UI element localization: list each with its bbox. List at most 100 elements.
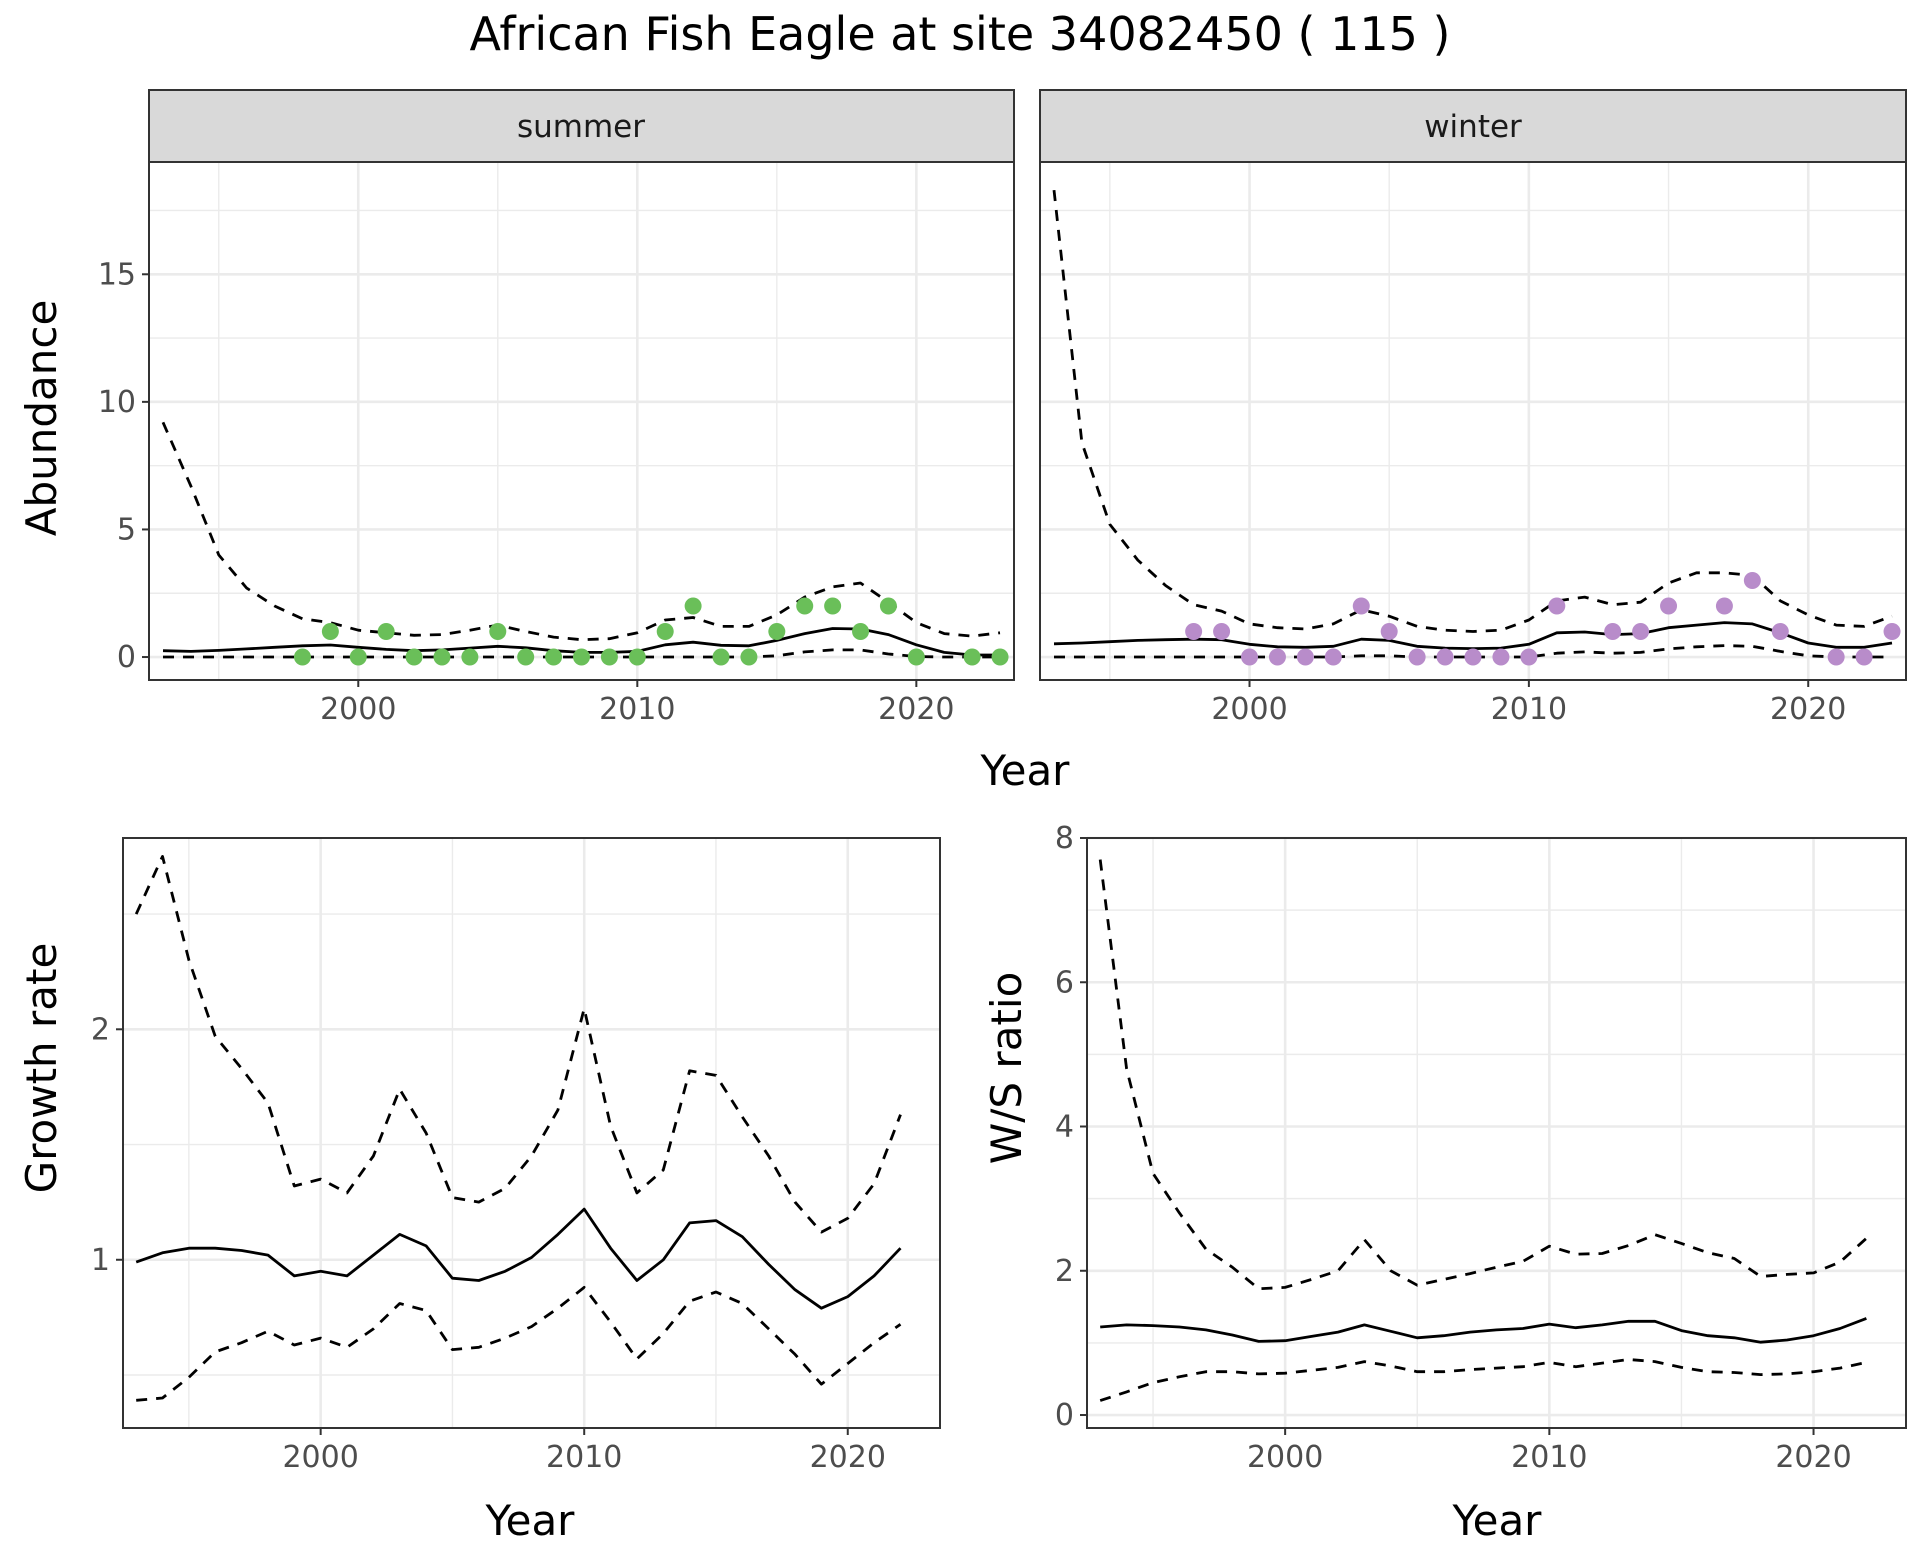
- summer-observation-point: [963, 648, 981, 666]
- facet-y-axis-title: Abundance: [17, 300, 66, 537]
- winter-x-tick-label: 2000: [1211, 692, 1287, 727]
- growth-y-tick-label: 2: [91, 1012, 110, 1047]
- summer-observation-point: [321, 623, 339, 641]
- summer-observation-point: [433, 648, 451, 666]
- winter-observation-point: [1408, 648, 1426, 666]
- winter-observation-point: [1492, 648, 1510, 666]
- winter-observation-point: [1213, 623, 1231, 641]
- winter-observation-point: [1883, 623, 1901, 641]
- strip-winter-background: [1039, 89, 1907, 163]
- summer-confidence-line-1: [161, 421, 1001, 642]
- summer-x-tick-label: 2000: [320, 692, 396, 727]
- summer-observation-point: [796, 597, 814, 615]
- winter-observation-point: [1520, 648, 1538, 666]
- winter-observation-point: [1548, 597, 1566, 615]
- ws-y-tick-label: 0: [1055, 1398, 1074, 1433]
- growth-x-tick-label: 2010: [546, 1440, 622, 1475]
- facet-x-axis-title: Year: [980, 746, 1071, 795]
- ws-x-axis-title: Year: [1452, 1496, 1543, 1545]
- summer-observation-point: [656, 623, 674, 641]
- strip-winter-label: winter: [1424, 109, 1522, 145]
- winter-observation-point: [1660, 597, 1678, 615]
- strip-summer: summer: [148, 89, 1015, 163]
- summer-observation-point: [684, 597, 702, 615]
- summer-observation-point: [879, 597, 897, 615]
- winter-observation-point: [1604, 623, 1622, 641]
- summer-observation-point: [768, 623, 786, 641]
- growth-confidence-line-1: [134, 855, 902, 1234]
- summer-panel-border: [148, 161, 1015, 681]
- figure-title: African Fish Eagle at site 34082450 ( 11…: [469, 7, 1450, 61]
- ws-confidence-line-2: [1099, 1358, 1867, 1402]
- ws-x-tick-label: 2020: [1775, 1440, 1851, 1475]
- summer-observation-point: [991, 648, 1009, 666]
- winter-observation-point: [1380, 623, 1398, 641]
- strip-summer-label: summer: [517, 109, 645, 145]
- winter-observation-point: [1241, 648, 1259, 666]
- summer-observation-point: [405, 648, 423, 666]
- summer-observation-point: [907, 648, 925, 666]
- summer-observation-point: [517, 648, 535, 666]
- growth-panel-border: [122, 837, 941, 1429]
- ws-y-tick-label: 4: [1055, 1110, 1074, 1145]
- summer-observation-point: [852, 623, 870, 641]
- summer-observation-point: [293, 648, 311, 666]
- winter-observation-point: [1771, 623, 1789, 641]
- summer-observation-point: [377, 623, 395, 641]
- winter-plot-area: [1040, 162, 1906, 680]
- winter-observation-point: [1436, 648, 1454, 666]
- summer-observation-point: [489, 623, 507, 641]
- summer-x-tick-label: 2020: [878, 692, 954, 727]
- winter-observation-point: [1743, 571, 1761, 589]
- winter-observation-point: [1827, 648, 1845, 666]
- summer-observation-point: [349, 648, 367, 666]
- panel-growth-rate: 2000 2010 2020 1 2: [91, 837, 941, 1475]
- winter-observation-point: [1324, 648, 1342, 666]
- summer-observation-point: [600, 648, 618, 666]
- growth-x-axis-title: Year: [485, 1496, 576, 1545]
- ws-panel-border: [1086, 837, 1907, 1429]
- ws-y-axis-title: W/S ratio: [982, 972, 1031, 1165]
- summer-observation-point: [628, 648, 646, 666]
- panel-summer: 2000 2010 2020 0 5 10 15: [98, 161, 1015, 727]
- summer-observation-point: [545, 648, 563, 666]
- summer-y-tick-label: 15: [98, 257, 136, 292]
- winter-panel-border: [1039, 161, 1907, 681]
- winter-observation-point: [1715, 597, 1733, 615]
- ws-x-tick-label: 2000: [1247, 1440, 1323, 1475]
- ws-y-tick-label: 2: [1055, 1254, 1074, 1289]
- growth-y-axis-title: Growth rate: [17, 943, 66, 1194]
- summer-y-tick-label: 5: [117, 512, 136, 547]
- ws-y-tick-label: 8: [1055, 821, 1074, 856]
- summer-observation-point: [461, 648, 479, 666]
- winter-observation-point: [1185, 623, 1203, 641]
- winter-observation-point: [1268, 648, 1286, 666]
- growth-estimate-line: [135, 1207, 902, 1310]
- ws-x-tick-label: 2010: [1511, 1440, 1587, 1475]
- summer-x-tick-label: 2010: [599, 692, 675, 727]
- winter-observation-point: [1632, 623, 1650, 641]
- ws-estimate-line: [1100, 1317, 1867, 1344]
- summer-y-tick-label: 0: [117, 640, 136, 675]
- growth-x-tick-label: 2000: [282, 1440, 358, 1475]
- strip-winter: winter: [1039, 89, 1907, 163]
- winter-observation-point: [1855, 648, 1873, 666]
- summer-y-tick-label: 10: [98, 385, 136, 420]
- ws-y-tick-label: 6: [1055, 965, 1074, 1000]
- panel-ws-ratio: 2000 2010 2020 0 2 4 6 8: [1055, 821, 1907, 1475]
- ws-confidence-line-1: [1098, 859, 1868, 1291]
- summer-observation-point: [712, 648, 730, 666]
- growth-plot-area: [123, 838, 940, 1428]
- summer-observation-point: [824, 597, 842, 615]
- winter-observation-point: [1296, 648, 1314, 666]
- growth-y-tick-label: 1: [91, 1243, 110, 1278]
- summer-observation-point: [573, 648, 590, 666]
- summer-observation-point: [740, 648, 758, 666]
- growth-confidence-line-2: [136, 1286, 902, 1402]
- winter-observation-point: [1464, 648, 1482, 666]
- growth-x-tick-label: 2020: [810, 1440, 886, 1475]
- winter-x-tick-label: 2020: [1770, 692, 1846, 727]
- strip-summer-background: [148, 89, 1015, 163]
- winter-observation-point: [1352, 597, 1370, 615]
